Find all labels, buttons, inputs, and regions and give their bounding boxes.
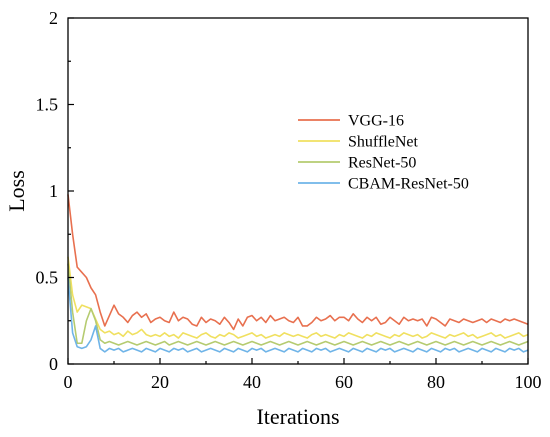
x-tick-label: 20 [151, 372, 169, 392]
x-axis-title: Iterations [256, 404, 339, 429]
legend-label: VGG-16 [348, 113, 404, 130]
series-line-resnet-50 [67, 263, 529, 346]
y-axis-title: Loss [4, 170, 29, 212]
series-line-vgg-16 [67, 194, 529, 331]
y-tick-label: 0 [49, 354, 58, 374]
series-line-cbam-resnet-50 [67, 277, 529, 353]
x-tick-label: 60 [335, 372, 353, 392]
y-tick-label: 2 [49, 8, 58, 28]
legend-label: ResNet-50 [348, 155, 416, 172]
series-layer [67, 194, 529, 353]
x-tick-label: 100 [515, 372, 542, 392]
x-tick-label: 80 [427, 372, 445, 392]
x-tick-label: 0 [64, 372, 73, 392]
y-tick-label: 1 [49, 181, 58, 201]
x-tick-label: 40 [243, 372, 261, 392]
plot-frame [67, 17, 529, 365]
series-line-shufflenet [67, 256, 529, 339]
legend: VGG-16 ShuffleNet ResNet-50 CBAM-ResNet-50 [298, 113, 469, 193]
legend-label: ShuffleNet [348, 134, 418, 151]
y-tick-label: 1.5 [36, 95, 59, 115]
y-tick-label: 0.5 [36, 268, 59, 288]
legend-label: CBAM-ResNet-50 [348, 176, 469, 193]
ticks-layer: 0 20 40 60 80 100 0 0.5 1 1.5 2 [36, 8, 542, 392]
